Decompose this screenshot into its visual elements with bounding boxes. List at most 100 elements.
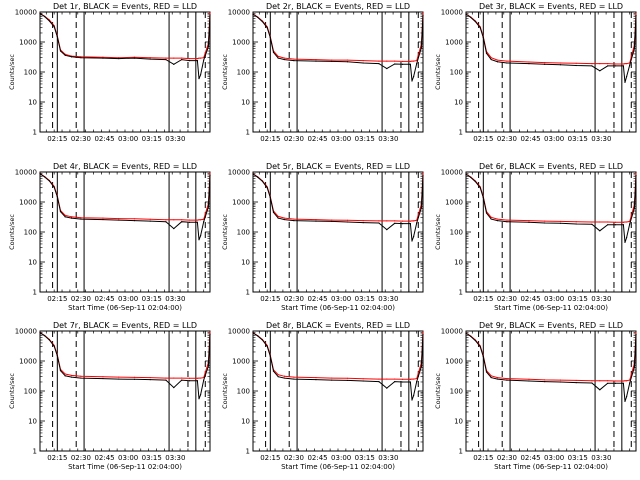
- lld-data-point: [599, 380, 601, 382]
- y-tick-label: 10000: [228, 328, 250, 336]
- lld-data-point: [362, 59, 364, 62]
- lld-data-point: [283, 57, 286, 59]
- events-data-point: [56, 196, 58, 198]
- lld-data-point: [346, 59, 349, 61]
- x-axis-title: Start Time (06-Sep-11 02:04:00): [281, 463, 395, 471]
- x-tick-label: 03:30: [165, 295, 185, 303]
- detector-plot: Det 5r, BLACK = Events, RED = LLD 1 10 100 1…: [221, 162, 424, 312]
- events-data-point: [198, 78, 200, 80]
- events-data-point: [118, 378, 120, 380]
- x-tick-label: 02:45: [520, 454, 540, 462]
- lld-data-point: [198, 219, 200, 221]
- events-data-point: [607, 382, 609, 384]
- x-tick-label: 02:15: [260, 295, 280, 303]
- events-data-point: [496, 378, 499, 380]
- events-data-point: [70, 217, 73, 219]
- events-data-point: [575, 64, 577, 67]
- events-data-point: [416, 63, 418, 65]
- lld-data-point: [133, 56, 136, 58]
- events-data-point: [528, 221, 530, 223]
- events-data-point: [591, 382, 593, 384]
- y-tick-label: 1000: [19, 199, 37, 207]
- events-data-point: [474, 339, 477, 342]
- events-data-point: [394, 222, 396, 224]
- events-data-point: [411, 80, 413, 82]
- detector-plot: Det 1r, BLACK = Events, RED = LLD 1 10 100 1…: [8, 2, 211, 143]
- x-tick-label: 03:15: [568, 135, 588, 143]
- lld-data-point: [528, 219, 530, 222]
- lld-data-point: [394, 220, 396, 222]
- y-axis-title: Counts/sec: [221, 214, 229, 250]
- detector-plot: Det 3r, BLACK = Events, RED = LLD 1 10 100 1…: [434, 2, 637, 143]
- lld-data-point: [401, 220, 404, 222]
- lld-series-line: [252, 332, 424, 380]
- events-data-point: [591, 65, 593, 67]
- y-tick-label: 1000: [232, 199, 250, 207]
- lld-data-point: [614, 221, 617, 223]
- events-data-point: [165, 221, 167, 223]
- events-data-point: [635, 333, 637, 336]
- lld-data-point: [409, 378, 412, 380]
- lld-data-point: [544, 220, 546, 222]
- lld-data-point: [614, 380, 617, 382]
- lld-data-point: [277, 215, 279, 218]
- events-data-point: [331, 60, 333, 63]
- lld-data-point: [362, 219, 364, 222]
- lld-data-point: [412, 220, 415, 222]
- y-axis-title: Counts/sec: [434, 373, 442, 409]
- events-data-point: [181, 221, 183, 223]
- events-data-point: [633, 207, 636, 209]
- events-data-point: [591, 223, 593, 225]
- lld-data-point: [559, 62, 562, 64]
- lld-data-point: [411, 60, 413, 62]
- events-data-point: [277, 57, 279, 59]
- plot-frame: [252, 11, 424, 133]
- events-data-point: [465, 332, 467, 334]
- x-tick-label: 03:00: [544, 135, 564, 143]
- events-data-point: [133, 378, 136, 380]
- y-tick-label: 10000: [15, 328, 37, 336]
- events-data-point: [479, 187, 481, 189]
- events-data-point: [277, 376, 279, 378]
- x-tick-label: 03:00: [544, 295, 564, 303]
- lld-data-point: [118, 376, 120, 378]
- events-data-point: [48, 180, 51, 182]
- lld-data-point: [635, 331, 637, 333]
- events-data-point: [629, 223, 631, 225]
- x-tick-label: 03:00: [118, 454, 138, 462]
- lld-data-point: [209, 331, 211, 333]
- events-data-point: [203, 59, 205, 61]
- lld-data-point: [490, 57, 492, 59]
- events-data-point: [331, 379, 333, 381]
- y-tick-label: 1: [459, 289, 463, 297]
- lld-data-point: [614, 63, 617, 65]
- events-data-point: [416, 381, 418, 383]
- x-tick-label: 02:30: [284, 295, 304, 303]
- events-data-point: [614, 224, 617, 226]
- events-data-point: [422, 333, 424, 335]
- events-data-point: [133, 57, 136, 59]
- events-data-point: [470, 16, 472, 19]
- lld-data-point: [490, 216, 492, 218]
- plot-title: Det 7r, BLACK = Events, RED = LLD: [53, 321, 197, 330]
- events-data-point: [496, 61, 499, 63]
- events-data-point: [479, 27, 481, 29]
- events-data-point: [470, 176, 472, 179]
- lld-data-point: [173, 377, 175, 379]
- lld-data-point: [118, 57, 120, 59]
- lld-data-point: [409, 60, 412, 63]
- events-data-point: [506, 379, 508, 381]
- events-data-point: [599, 230, 601, 232]
- x-tick-label: 03:00: [331, 295, 351, 303]
- lld-data-point: [411, 220, 413, 222]
- lld-data-point: [422, 12, 424, 14]
- events-data-point: [622, 65, 625, 67]
- x-tick-label: 02:45: [307, 135, 327, 143]
- lld-data-point: [411, 378, 413, 380]
- lld-data-point: [412, 60, 415, 62]
- x-tick-label: 02:45: [520, 295, 540, 303]
- x-tick-label: 02:45: [307, 454, 327, 462]
- events-data-point: [203, 221, 205, 223]
- lld-data-point: [173, 219, 175, 221]
- lld-data-point: [209, 172, 211, 174]
